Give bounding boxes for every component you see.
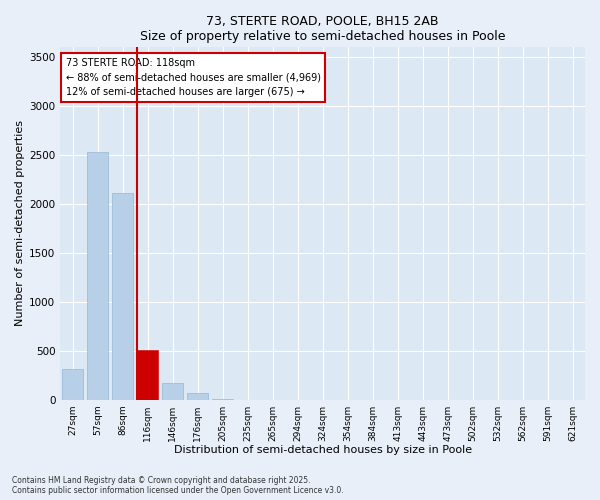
- Y-axis label: Number of semi-detached properties: Number of semi-detached properties: [15, 120, 25, 326]
- Bar: [62, 369, 83, 400]
- Bar: [212, 398, 233, 400]
- Bar: [87, 152, 109, 400]
- Text: 73 STERTE ROAD: 118sqm
← 88% of semi-detached houses are smaller (4,969)
12% of : 73 STERTE ROAD: 118sqm ← 88% of semi-det…: [65, 58, 320, 97]
- Bar: [137, 350, 158, 400]
- Title: 73, STERTE ROAD, POOLE, BH15 2AB
Size of property relative to semi-detached hous: 73, STERTE ROAD, POOLE, BH15 2AB Size of…: [140, 15, 505, 43]
- X-axis label: Distribution of semi-detached houses by size in Poole: Distribution of semi-detached houses by …: [173, 445, 472, 455]
- Bar: [187, 392, 208, 400]
- Bar: [162, 383, 184, 400]
- Bar: [112, 193, 133, 400]
- Text: Contains HM Land Registry data © Crown copyright and database right 2025.
Contai: Contains HM Land Registry data © Crown c…: [12, 476, 344, 495]
